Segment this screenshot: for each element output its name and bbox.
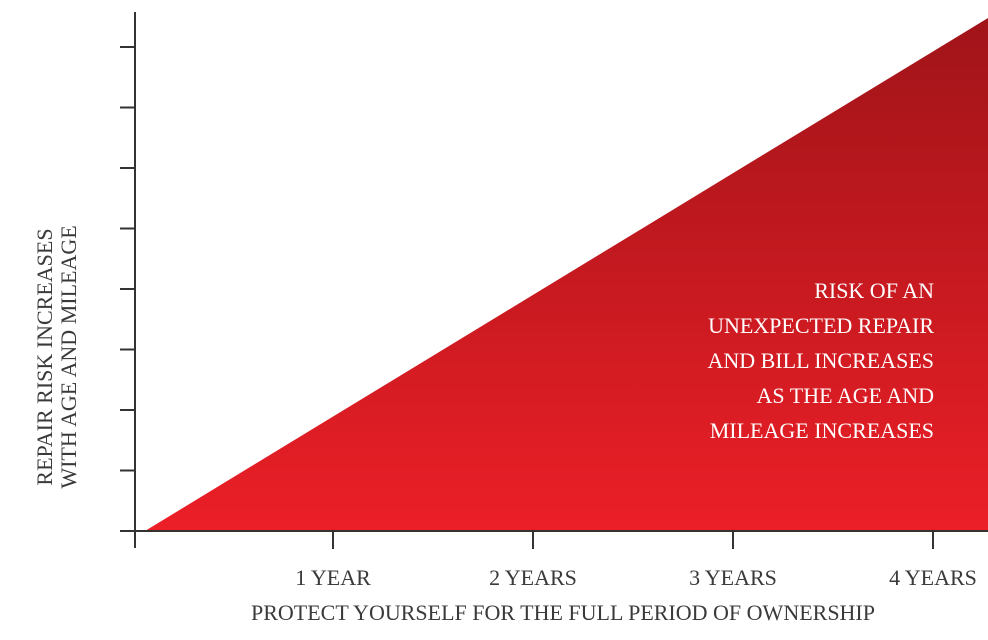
x-ticks xyxy=(332,531,934,549)
y-ticks xyxy=(120,46,135,532)
y-axis-label: REPAIR RISK INCREASES WITH AGE AND MILEA… xyxy=(32,225,81,488)
annotation-line-2: UNEXPECTED REPAIR xyxy=(708,313,934,338)
annotation-line-4: AS THE AGE AND xyxy=(757,383,934,408)
y-axis-label-line-2: WITH AGE AND MILEAGE xyxy=(56,225,81,488)
x-tick-label: 3 YEARS xyxy=(689,565,777,590)
annotation-line-5: MILEAGE INCREASES xyxy=(710,418,934,443)
x-axis-label: PROTECT YOURSELF FOR THE FULL PERIOD OF … xyxy=(251,600,875,625)
x-tick-label: 4 YEARS xyxy=(889,565,977,590)
annotation-line-1: RISK OF AN xyxy=(814,278,934,303)
x-tick-label: 1 YEAR xyxy=(295,565,371,590)
x-tick-labels: 1 YEAR 2 YEARS 3 YEARS 4 YEARS xyxy=(295,565,977,590)
risk-area xyxy=(145,18,988,531)
risk-annotation: RISK OF AN UNEXPECTED REPAIR AND BILL IN… xyxy=(707,278,934,443)
annotation-line-3: AND BILL INCREASES xyxy=(707,348,934,373)
x-tick-label: 2 YEARS xyxy=(489,565,577,590)
y-axis-label-line-1: REPAIR RISK INCREASES xyxy=(32,228,57,485)
